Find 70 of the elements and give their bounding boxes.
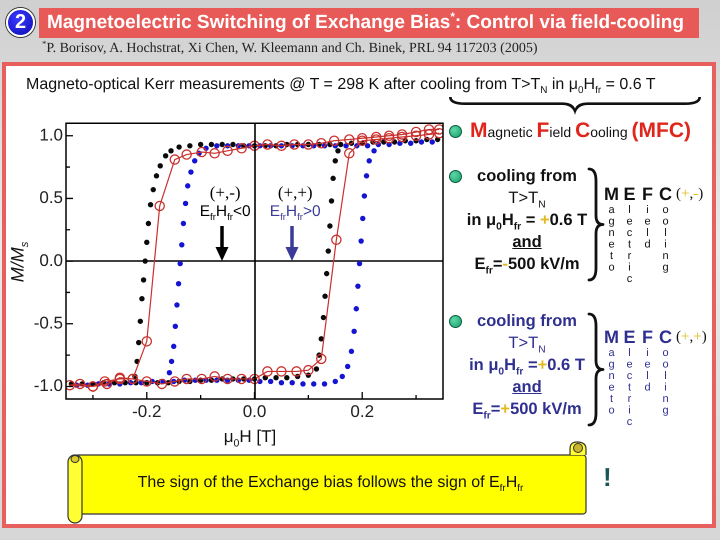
point [356,132,368,144]
point [303,139,314,150]
point [316,138,327,149]
point [236,143,247,154]
point [100,376,110,387]
point [396,129,408,140]
text: Magnetic Field Cooling (MFC) [470,119,691,142]
point [410,126,422,138]
point [344,148,355,159]
x-tick-label: 0.0 [242,402,266,421]
point [236,374,247,384]
point [410,130,422,141]
y-tick-label: 1.0 [39,125,63,144]
x-tick-label: 0.2 [350,402,374,421]
point [181,374,192,384]
point [370,134,382,145]
point [370,132,382,142]
text: Magneto Electric Field Cooling (+,+) [604,327,707,428]
text: The sign of the Exchange bias follows the sign of E$_{fr}$H$_{fr}$ [138,474,524,494]
point [74,378,86,390]
point [181,149,192,160]
text: $^{*}$P. Borisov, A. Hochstrat, Xi Chen, W. Kleemann and Ch. Binek, PRL 94 117203 (2005) [42,38,538,58]
point [170,154,180,165]
point [222,374,233,384]
point [276,140,287,152]
point [170,376,180,387]
point [209,371,220,382]
point [156,378,168,390]
point [328,136,340,146]
point [196,146,207,158]
circle-badge: 2 [6,8,35,37]
y-tick-label: 0.0 [39,250,63,270]
chart-title: Magnetoelectric Switching of Exchange Bias$^{*}$: Control via field-cooling [47,10,684,35]
point [249,374,260,384]
text: cooling from T>T$_{N}$ in μ$_{0}$H$_{fr}$ = +0.6 T and E$_{fr}$=-500 kV/m [466,167,588,276]
y-tick-label: -1.0 [34,376,63,396]
text: ! [603,462,612,492]
point [303,364,314,376]
point [331,234,342,246]
point [66,380,76,390]
point [356,136,368,146]
point [424,124,434,135]
point [196,374,207,384]
point [209,148,220,159]
chart-subtitle: Magneto-optical Kerr measurements @ T = 298 K after cooling from T>T$_{N}$ in μ$_{0}$H$_{fr}$ = 0.6 T [26,75,656,96]
y-tick-label: 0.5 [39,188,63,208]
point [289,139,300,150]
point [384,130,394,141]
point [262,366,273,377]
x-tick-label: -0.2 [132,402,162,421]
text: Magneto Electric Field Cooling (+,-) [604,184,704,284]
point [291,366,302,377]
point [154,200,165,212]
point [434,124,443,135]
x-axis-title: μ$_{0}$H [T] [224,427,276,450]
point [344,134,355,145]
point [102,378,112,390]
point [384,132,394,144]
y-tick-label: -0.5 [34,313,63,332]
text: cooling from T>T$_{N}$ in μ$_{0}$H$_{fr}$ =+0.6 T and E$_{fr}$=+500 kV/m [469,312,585,422]
point [434,128,443,138]
point [222,146,233,156]
point [316,354,327,364]
point [142,376,152,387]
point [396,132,408,142]
point [424,129,434,140]
point [142,336,152,347]
point [249,140,260,152]
point [262,139,273,150]
point [276,366,287,377]
